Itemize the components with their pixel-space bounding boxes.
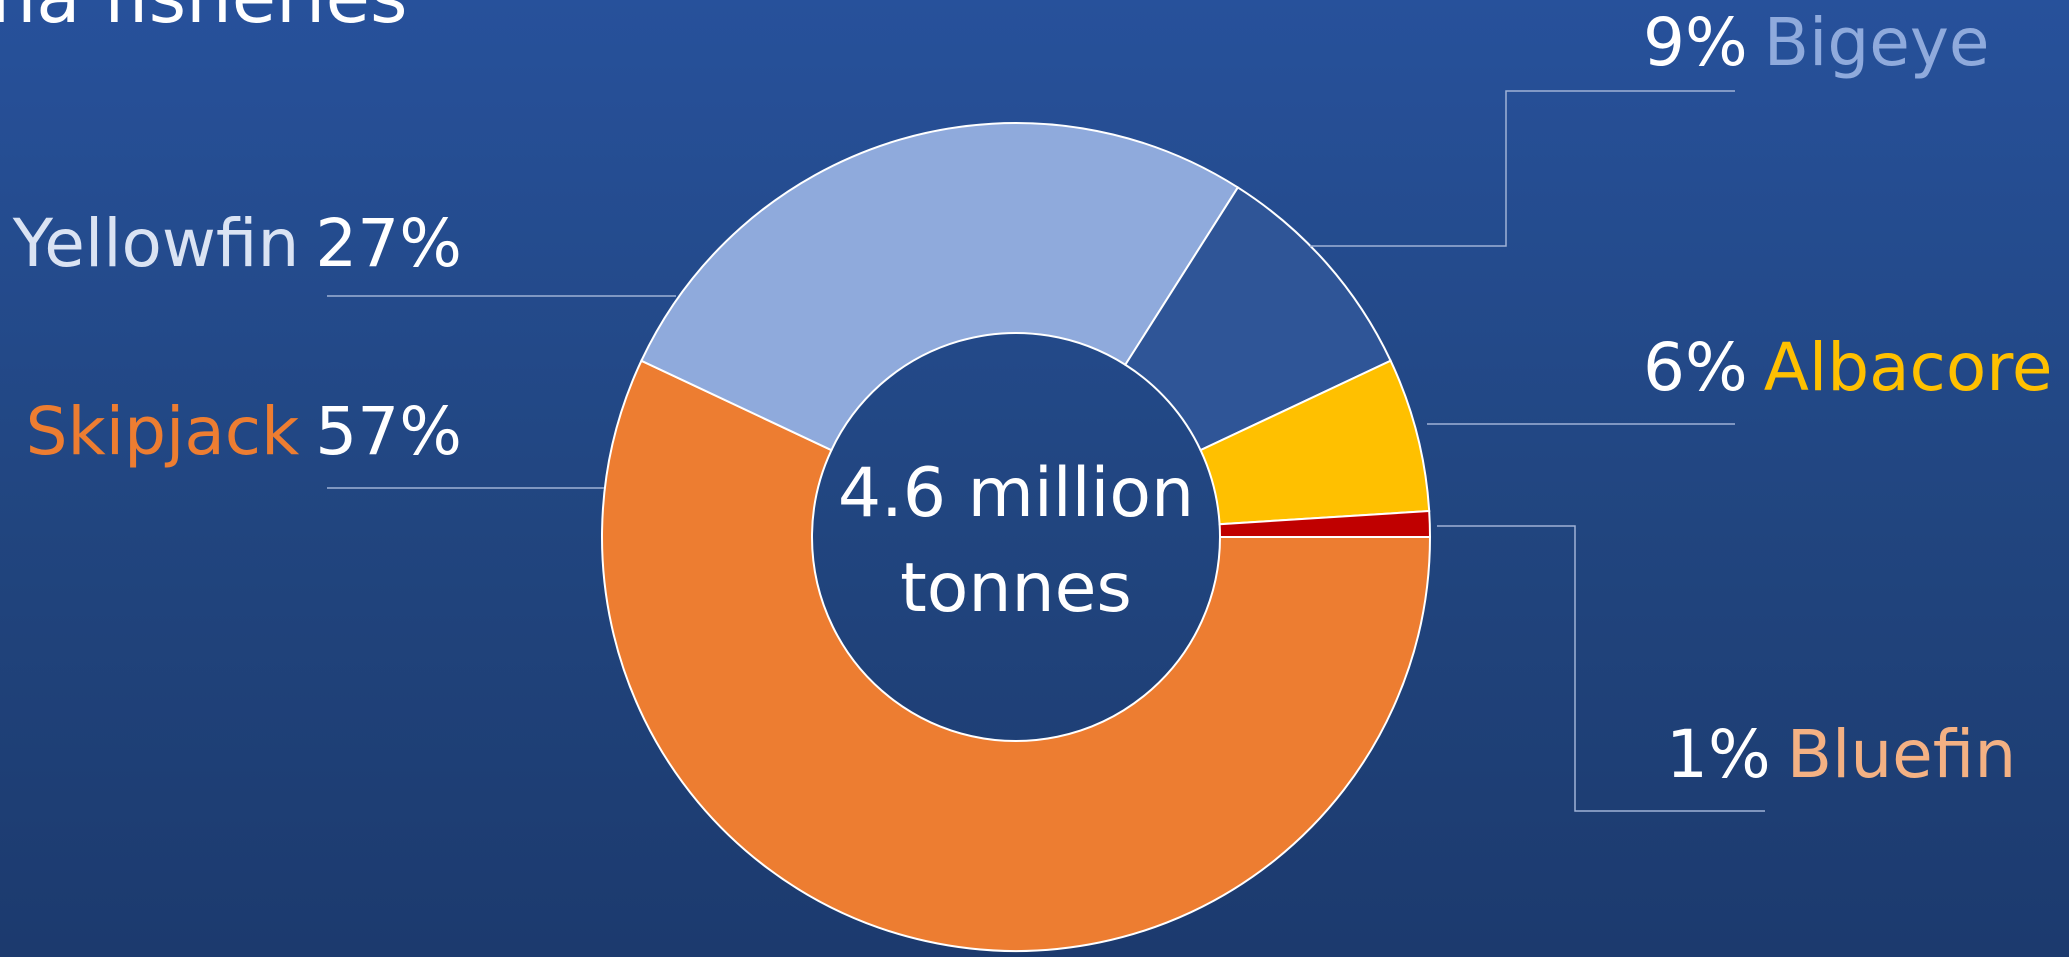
label-yellowfin: Yellowfin 27% bbox=[12, 205, 462, 282]
donut-slices bbox=[601, 122, 1432, 952]
label-bluefin-value: 1% bbox=[1666, 716, 1771, 793]
label-albacore-name: Albacore bbox=[1764, 329, 2053, 406]
label-albacore-value: 6% bbox=[1643, 329, 1748, 406]
center-label-line2: tonnes bbox=[900, 549, 1132, 628]
slice-bluefin bbox=[1218, 509, 1432, 538]
label-skipjack: Skipjack 57% bbox=[26, 393, 462, 470]
label-albacore: 6% Albacore bbox=[1643, 329, 2053, 406]
center-label-line1: 4.6 million bbox=[838, 454, 1194, 533]
label-skipjack-name: Skipjack bbox=[26, 393, 300, 470]
label-yellowfin-name: Yellowfin bbox=[12, 205, 300, 282]
label-bluefin: 1% Bluefin bbox=[1666, 716, 2016, 793]
leader-line-bluefin bbox=[1437, 525, 1765, 812]
label-skipjack-value: 57% bbox=[315, 393, 462, 470]
leader-lines bbox=[327, 90, 1765, 812]
leader-line-bigeye bbox=[1310, 90, 1735, 247]
slide-title: una fisheries bbox=[0, 0, 407, 39]
slice-yellowfin bbox=[640, 122, 1240, 452]
label-bigeye-name: Bigeye bbox=[1764, 4, 1990, 81]
slice-skipjack bbox=[601, 359, 1432, 952]
label-yellowfin-value: 27% bbox=[315, 205, 462, 282]
label-bigeye-value: 9% bbox=[1643, 4, 1748, 81]
label-bluefin-name: Bluefin bbox=[1787, 716, 2016, 793]
label-bigeye: 9% Bigeye bbox=[1643, 4, 1990, 81]
